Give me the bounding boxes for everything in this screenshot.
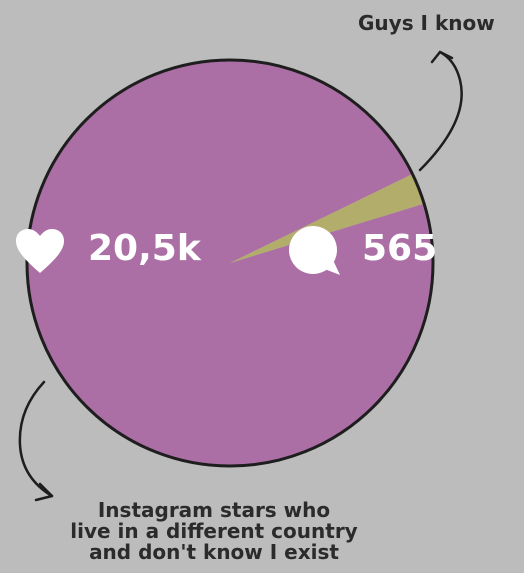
slice-label-stars-line-2: live in a different country: [70, 519, 358, 543]
slice-label-guys: Guys I know: [358, 11, 495, 35]
heart-icon: [16, 229, 64, 273]
pie-outline: [25, 58, 435, 468]
arrow-to-stars-label: [18, 380, 54, 498]
arrowhead-bottom: [34, 482, 54, 502]
slice-label-stars-line-3: and don't know I exist: [89, 540, 339, 564]
pie-slice-guys: [230, 174, 425, 263]
slice-label-stars: Instagram stars who live in a different …: [40, 500, 388, 563]
speech-bubble-icon: [289, 226, 340, 275]
slice-label-stars-line-1: Instagram stars who: [97, 498, 331, 522]
comments-count: 565: [362, 228, 438, 269]
arrow-to-guys-label: [418, 50, 463, 172]
pie-slices: [27, 59, 433, 466]
pie-slice-stars: [27, 59, 433, 466]
likes-count: 20,5k: [88, 228, 201, 269]
arrowhead-top: [430, 50, 454, 64]
